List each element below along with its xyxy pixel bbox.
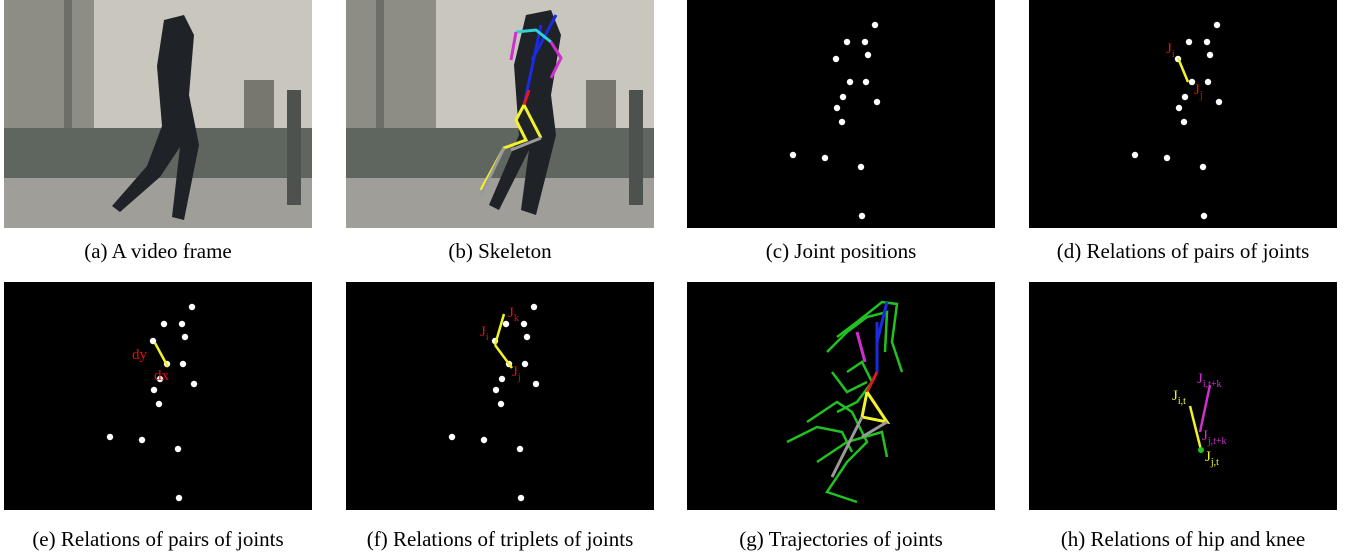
caption: (d) Relations of pairs of joints: [1057, 239, 1310, 263]
joint: [175, 446, 181, 452]
panel-b: [346, 0, 654, 228]
joint: [1205, 79, 1211, 85]
joint: [1182, 94, 1188, 100]
joint: [522, 361, 528, 367]
joint: [1216, 99, 1222, 105]
joint: [858, 164, 864, 170]
panel-c: [687, 0, 995, 228]
joint: [872, 22, 878, 28]
caption: (c) Joint positions: [766, 239, 917, 263]
joint: [822, 155, 828, 161]
caption: (h) Relations of hip and knee: [1061, 527, 1305, 551]
panel-e: dy dx: [4, 282, 312, 510]
joint: [493, 387, 499, 393]
joint: [1186, 39, 1192, 45]
joint: [833, 56, 839, 62]
joint: [481, 437, 487, 443]
joint: [531, 304, 537, 310]
joint: [1201, 213, 1207, 219]
panel-h: Ji,t+k Ji,t Jj,t+k Jj,t: [1029, 282, 1337, 510]
joint: [517, 446, 523, 452]
caption: (a) A video frame: [84, 239, 232, 263]
joint: [499, 376, 505, 382]
joint: [1207, 52, 1213, 58]
caption: (f) Relations of triplets of joints: [367, 527, 634, 551]
joint: [1214, 22, 1220, 28]
joint: [865, 52, 871, 58]
joint: [518, 495, 524, 501]
joint: [161, 321, 167, 327]
joint: [1204, 39, 1210, 45]
joint: [863, 79, 869, 85]
joint: [180, 361, 186, 367]
joint: [449, 434, 455, 440]
joint: [1181, 119, 1187, 125]
joint: [139, 437, 145, 443]
caption: (g) Trajectories of joints: [739, 527, 943, 551]
panel-f: Jk Ji Jj: [346, 282, 654, 510]
joint: [151, 387, 157, 393]
joint: [874, 99, 880, 105]
joint: [1200, 164, 1206, 170]
joint: [790, 152, 796, 158]
panel-d: Ji Jj: [1029, 0, 1337, 228]
figure: Ji Jj dy dx Jk Ji Jj: [0, 0, 1359, 553]
joint: [847, 79, 853, 85]
joint: [498, 401, 504, 407]
panel-a: [4, 0, 312, 228]
joint: [524, 334, 530, 340]
joint: [182, 334, 188, 340]
joint: [1132, 152, 1138, 158]
joint: [839, 119, 845, 125]
joint: [862, 39, 868, 45]
joint: [503, 321, 509, 327]
joint: [533, 381, 539, 387]
delta-label: dy: [132, 347, 148, 363]
joint: [859, 213, 865, 219]
joint: [179, 321, 185, 327]
panel-g: [687, 282, 995, 510]
joint: [834, 105, 840, 111]
caption: (b) Skeleton: [448, 239, 552, 263]
joint: [840, 94, 846, 100]
joint: [107, 434, 113, 440]
joint: [189, 304, 195, 310]
joint: [521, 321, 527, 327]
joint: [176, 495, 182, 501]
joint: [844, 39, 850, 45]
joint: [191, 381, 197, 387]
caption: (e) Relations of pairs of joints: [32, 527, 283, 551]
delta-label: dx: [154, 368, 170, 384]
joint: [1176, 105, 1182, 111]
joint: [1164, 155, 1170, 161]
joint: [156, 401, 162, 407]
